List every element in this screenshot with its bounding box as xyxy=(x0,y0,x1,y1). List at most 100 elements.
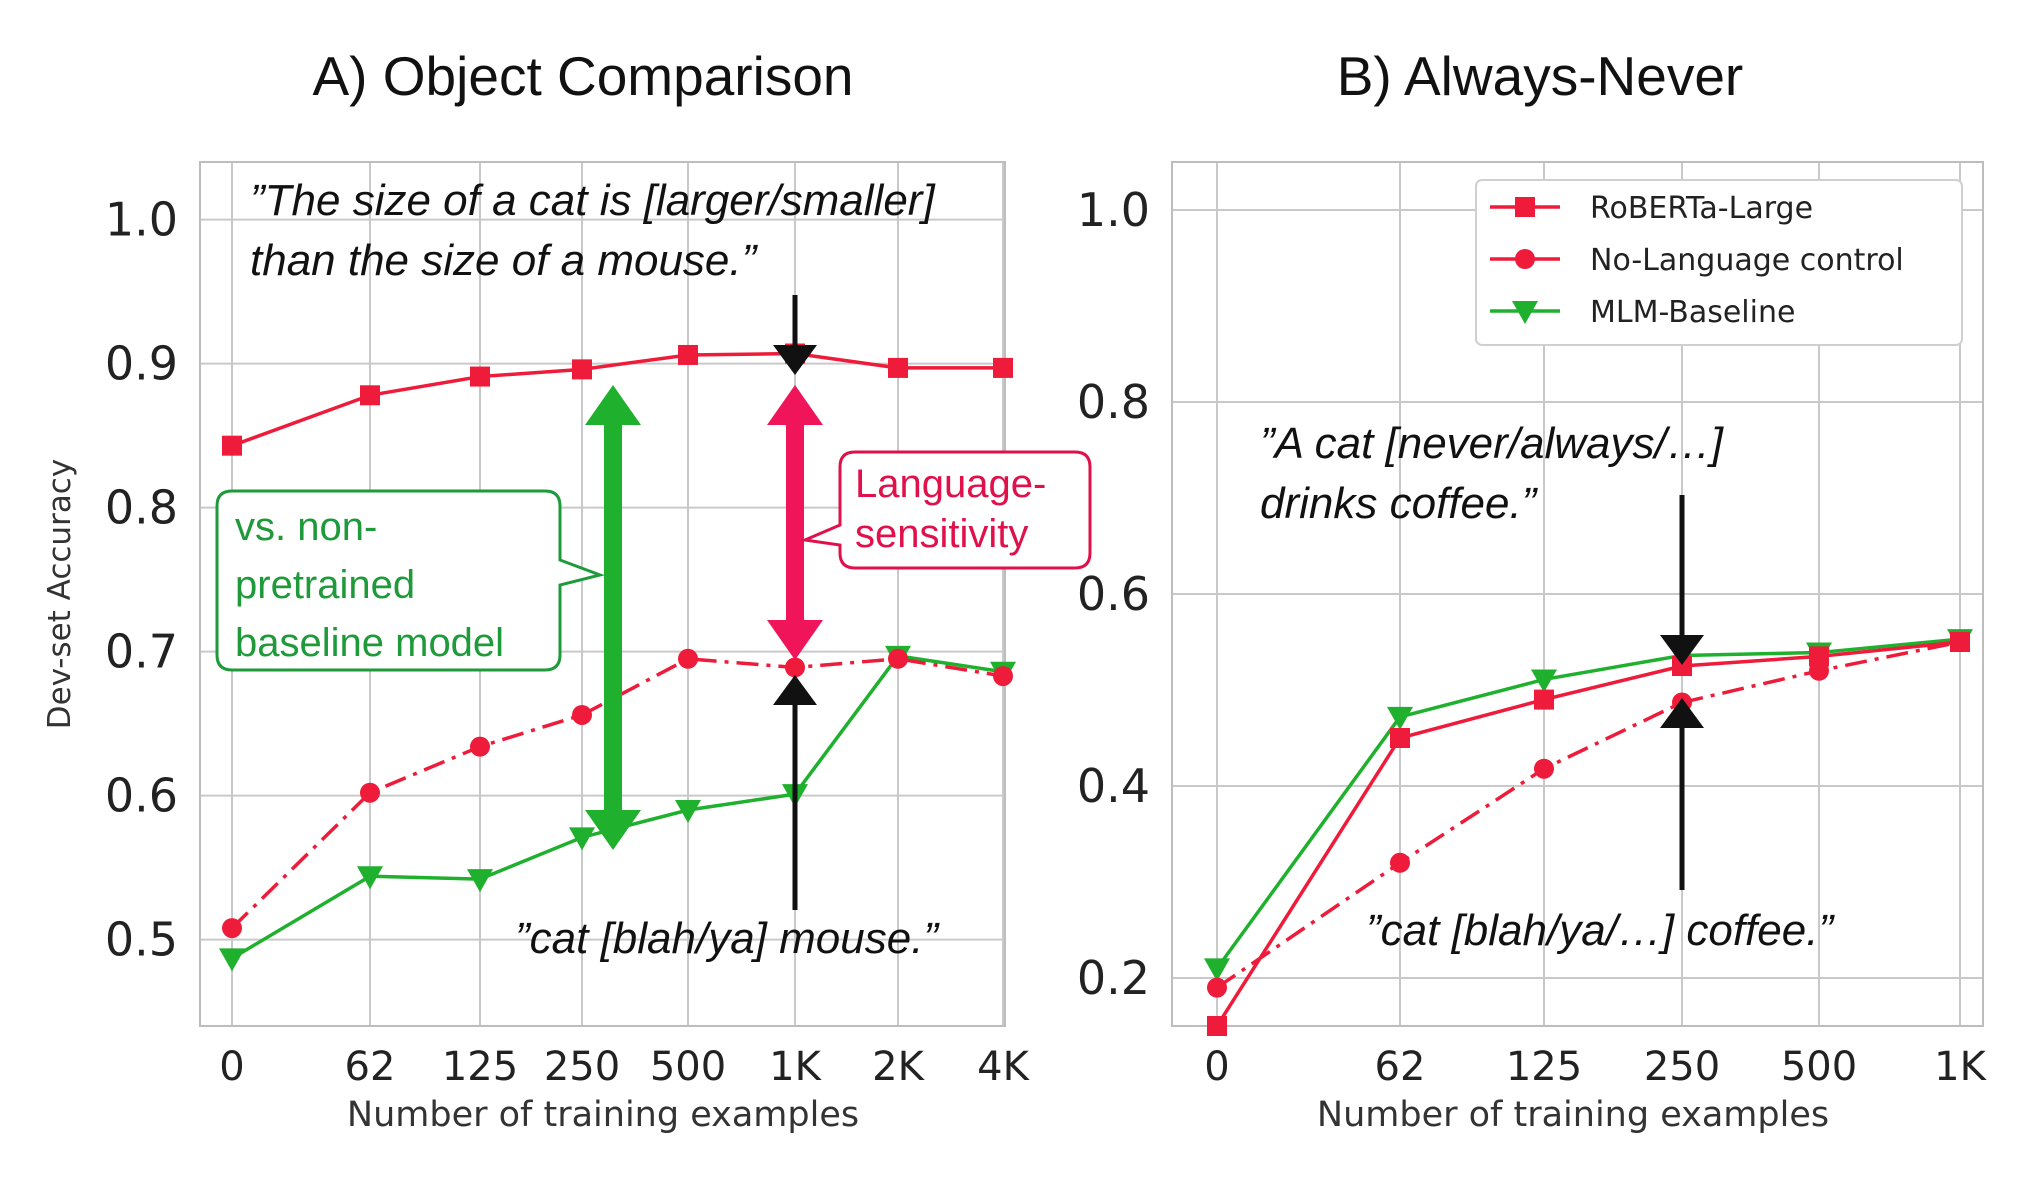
annotation-top-line2: than the size of a mouse.” xyxy=(250,236,759,285)
callout-green-line: baseline model xyxy=(235,621,504,665)
data-point xyxy=(675,800,701,823)
annotation-top-line2: drinks coffee.” xyxy=(1260,479,1539,528)
data-point xyxy=(1390,728,1410,748)
plot-frame xyxy=(199,161,1006,1027)
data-point xyxy=(993,666,1013,687)
y-tick-label: 0.7 xyxy=(105,625,178,679)
data-point xyxy=(1531,669,1557,693)
x-tick-label: 0 xyxy=(219,1044,244,1090)
data-point xyxy=(470,366,490,387)
arrow-up-black xyxy=(1660,698,1704,890)
x-tick-label: 2K xyxy=(872,1044,925,1090)
arrow-up-black-head xyxy=(773,675,817,705)
data-point xyxy=(888,648,908,669)
legend-item: RoBERTa-Large xyxy=(1490,191,1813,226)
double-arrow-red-head-2 xyxy=(767,385,823,425)
data-point xyxy=(219,948,245,972)
x-tick-label: 500 xyxy=(1781,1044,1857,1090)
arrow-down-black-head xyxy=(1660,635,1704,665)
x-tick-label: 250 xyxy=(544,1044,620,1090)
legend-marker xyxy=(1515,249,1535,269)
legend-box xyxy=(1475,179,1963,346)
data-point xyxy=(1950,632,1970,652)
data-point xyxy=(1204,958,1230,982)
x-tick-label: 4K xyxy=(977,1044,1030,1090)
data-point xyxy=(1390,852,1410,873)
y-tick-label: 1.0 xyxy=(105,193,178,247)
arrow-down-black-head xyxy=(773,345,817,375)
arrow-down-black xyxy=(1660,495,1704,665)
legend-label: No-Language control xyxy=(1590,243,1904,278)
series-line xyxy=(1216,640,1961,990)
double-arrow-green xyxy=(585,385,641,850)
chart-object-comparison: A) Object Comparison 0.5 0.6 0.7 0.8 0.9 1.0 0 6… xyxy=(42,45,1092,1135)
y-tick-label: 0.6 xyxy=(105,769,178,823)
y-tick-label: 1.0 xyxy=(1077,183,1150,237)
y-axis-label: Dev-set Accuracy xyxy=(42,459,78,729)
data-point xyxy=(1207,977,1227,998)
x-tick-label: 1K xyxy=(769,1044,822,1090)
data-point xyxy=(572,704,592,725)
data-point xyxy=(1672,656,1692,676)
series-no-language-control xyxy=(222,648,1013,939)
double-arrow-green-head-2 xyxy=(585,385,641,425)
data-point xyxy=(1534,758,1554,779)
x-tick-label: 62 xyxy=(345,1044,396,1090)
y-tick-label: 0.4 xyxy=(1077,759,1150,813)
data-point xyxy=(678,648,698,669)
double-arrow-red-head xyxy=(767,620,823,660)
data-point xyxy=(1809,646,1829,667)
callout-red: Language-sensitivity xyxy=(799,450,1092,570)
legend-item: MLM-Baseline xyxy=(1490,295,1795,330)
series-line xyxy=(231,351,1003,448)
data-point xyxy=(1387,706,1413,730)
series-line xyxy=(231,654,1004,960)
annotation-bottom: ”cat [blah/ya] mouse.” xyxy=(515,914,940,963)
data-point xyxy=(360,385,380,406)
x-axis-label: Number of training examples xyxy=(1317,1095,1829,1135)
y-tick-label: 0.8 xyxy=(105,481,178,535)
callout-red-line: sensitivity xyxy=(855,512,1028,556)
y-tick-label: 0.9 xyxy=(105,337,178,391)
data-point xyxy=(470,736,490,757)
data-point xyxy=(1534,689,1554,710)
legend: RoBERTa-Large No-Language control MLM-Base… xyxy=(1475,179,1963,346)
series-line xyxy=(1215,637,1961,970)
chart-title: B) Always-Never xyxy=(1337,45,1743,107)
chart-always-never: B) Always-Never 0.2 0.4 0.6 0.8 1.0 0 62 125 250 5… xyxy=(1077,45,1988,1135)
legend-label: RoBERTa-Large xyxy=(1590,191,1813,226)
data-point xyxy=(467,869,493,893)
annotation-top-line1: ”A cat [never/always/…] xyxy=(1260,419,1725,468)
y-tick-label: 0.6 xyxy=(1077,567,1150,621)
series-roberta-large xyxy=(1207,632,1970,1036)
data-point xyxy=(360,782,380,803)
arrow-up-black xyxy=(773,675,817,910)
plot-frame xyxy=(1171,161,1984,1027)
data-point xyxy=(1207,1016,1227,1036)
callout-red-box xyxy=(799,450,1092,570)
chart-title: A) Object Comparison xyxy=(312,45,853,107)
data-point xyxy=(888,357,908,378)
legend-label: MLM-Baseline xyxy=(1590,295,1795,330)
x-tick-label: 62 xyxy=(1375,1044,1426,1090)
data-point xyxy=(569,827,595,851)
double-arrow-red xyxy=(767,385,823,660)
double-arrow-green-head xyxy=(585,810,641,850)
callout-green-line: pretrained xyxy=(235,563,415,607)
data-point xyxy=(357,866,383,890)
y-tick-label: 0.5 xyxy=(105,913,178,967)
arrow-up-black-head xyxy=(1660,698,1704,728)
callout-green-line: vs. non- xyxy=(235,505,377,549)
data-point xyxy=(222,918,242,939)
y-tick-label: 0.2 xyxy=(1077,951,1150,1005)
callout-green: vs. non-pretrained baseline model xyxy=(215,489,606,672)
legend-marker xyxy=(1515,197,1535,217)
x-tick-label: 500 xyxy=(650,1044,726,1090)
annotation-bottom: ”cat [blah/ya/…] coffee.” xyxy=(1366,906,1835,955)
legend-marker xyxy=(1512,301,1538,324)
data-point xyxy=(993,357,1013,378)
y-tick-label: 0.8 xyxy=(1077,375,1150,429)
legend-item: No-Language control xyxy=(1490,243,1904,278)
series-line xyxy=(230,657,1004,930)
